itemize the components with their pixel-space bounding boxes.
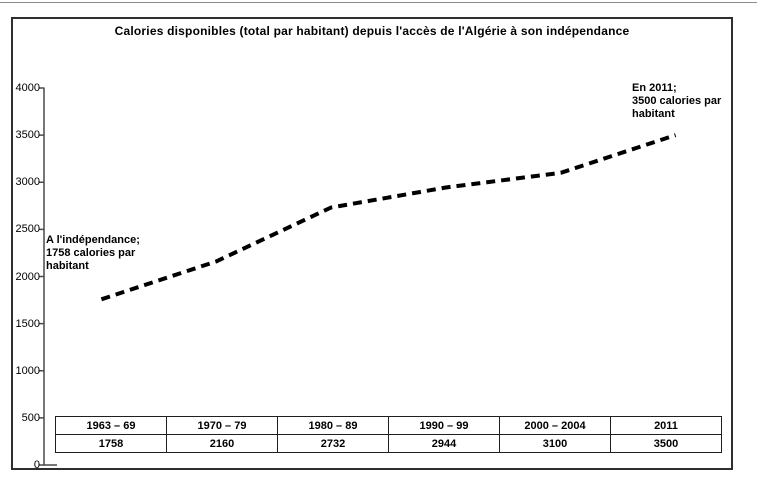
- table-period-cell: 1963 – 69: [55, 416, 167, 435]
- table-value-cell: 2732: [277, 434, 389, 453]
- table-value-cell: 3100: [499, 434, 611, 453]
- table-period-cell: 2000 – 2004: [499, 416, 611, 435]
- table-period-cell: 1970 – 79: [166, 416, 278, 435]
- y-axis-tick-label: 1500: [15, 317, 40, 330]
- table-value-cell: 2944: [388, 434, 500, 453]
- table-row: 1963 – 69 1970 – 79 1980 – 89 1990 – 99 2000…: [55, 416, 722, 435]
- top-divider-line: [0, 2, 757, 3]
- y-axis-tick-label: 3500: [15, 129, 40, 142]
- table-period-cell: 1980 – 89: [277, 416, 389, 435]
- calories-line: [100, 133, 677, 302]
- annotation-2011: En 2011; 3500 calories par habitant: [632, 82, 722, 120]
- chart-title: Calories disponibles (total par habitant…: [114, 24, 630, 38]
- y-axis-tick-label: 3000: [15, 176, 40, 189]
- y-axis-tick-label: 2500: [15, 223, 40, 236]
- annotation-independence: A l'indépendance; 1758 calories par habi…: [46, 234, 140, 272]
- table-value-cell: 3500: [610, 434, 722, 453]
- chart-frame: [11, 17, 733, 470]
- table-row: 1758 2160 2732 2944 3100 3500: [55, 434, 722, 453]
- y-axis-tick-label: 500: [21, 411, 40, 424]
- y-axis-tick-label: 1000: [15, 364, 40, 377]
- table-value-cell: 2160: [166, 434, 278, 453]
- table-period-cell: 2011: [610, 416, 722, 435]
- chart-data-table: 1963 – 69 1970 – 79 1980 – 89 1990 – 99 2000…: [55, 416, 722, 453]
- y-axis-tick-label: 0: [33, 459, 40, 471]
- table-value-cell: 1758: [55, 434, 167, 453]
- y-axis-tick-label: 2000: [15, 270, 40, 283]
- y-axis-tick-label: 4000: [15, 82, 40, 94]
- table-period-cell: 1990 – 99: [388, 416, 500, 435]
